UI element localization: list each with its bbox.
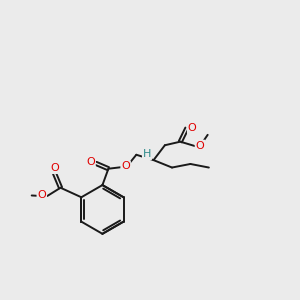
Text: H: H	[143, 149, 151, 159]
Text: O: O	[196, 140, 204, 151]
Text: O: O	[38, 190, 46, 200]
Text: O: O	[86, 157, 95, 167]
Text: O: O	[188, 123, 197, 133]
Text: O: O	[121, 161, 130, 171]
Text: O: O	[50, 163, 59, 173]
